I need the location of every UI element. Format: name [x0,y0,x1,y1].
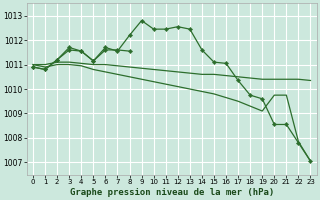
X-axis label: Graphe pression niveau de la mer (hPa): Graphe pression niveau de la mer (hPa) [70,188,274,197]
